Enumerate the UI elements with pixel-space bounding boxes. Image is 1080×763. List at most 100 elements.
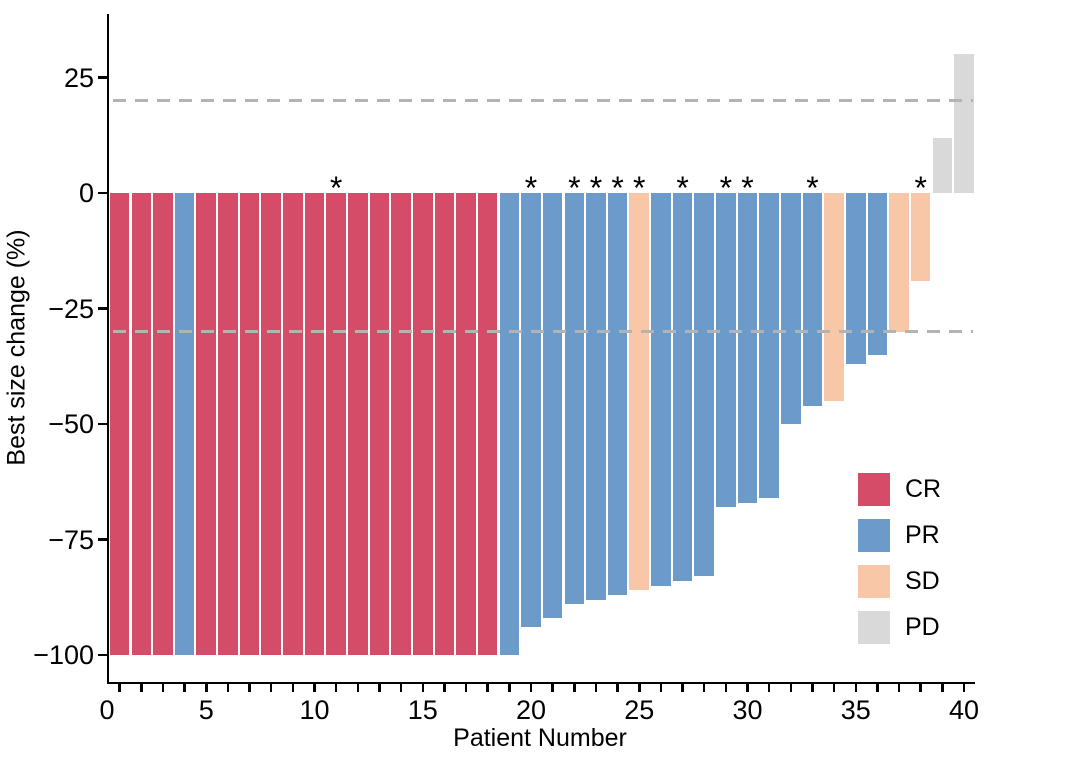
legend-swatch-pr: [858, 518, 890, 552]
legend-swatch-pd: [858, 610, 890, 644]
legend-label-pr: PR: [905, 520, 940, 549]
patient-bar: [412, 193, 433, 655]
patient-bar: [196, 193, 217, 655]
patient-bar: [542, 193, 563, 619]
legend-swatch-cr: [858, 472, 890, 506]
patient-bar: [651, 193, 671, 586]
legend-item-pd: PD: [858, 604, 941, 650]
y-axis-tick-label: −75: [48, 524, 94, 555]
y-axis-tick-label: 25: [63, 62, 94, 93]
significance-star: *: [524, 170, 538, 206]
legend-item-pr: PR: [858, 512, 941, 558]
x-axis-tick: [638, 684, 641, 692]
x-axis-tick: [876, 684, 879, 692]
y-axis-tick: [98, 307, 107, 310]
patient-bar: [326, 193, 346, 655]
patient-bar: [845, 193, 866, 364]
x-axis-tick: [789, 684, 793, 692]
x-axis-tick: [118, 684, 121, 692]
significance-star: *: [568, 170, 581, 206]
x-axis-tick: [962, 684, 966, 692]
y-axis-tick: [98, 422, 107, 426]
x-axis-tick: [811, 684, 814, 692]
patient-bar: [867, 193, 888, 355]
x-axis-tick: [681, 684, 684, 692]
y-axis-tick-label: 0: [78, 178, 94, 208]
patient-bar: [109, 193, 130, 655]
x-axis-tick: [140, 684, 143, 692]
x-axis-tick: [226, 684, 230, 692]
y-axis-title: Best size change (%): [2, 229, 31, 466]
x-axis-tick-label: 0: [99, 695, 115, 725]
x-axis-tick-label: 20: [515, 695, 547, 725]
legend: CR PR SD PD: [858, 466, 941, 650]
x-axis-tick: [854, 684, 857, 692]
x-axis-tick: [659, 684, 663, 692]
x-axis-tick: [594, 684, 598, 692]
plot-area: 25 0 −25 −50 −75 −100 0 5 10 15 20 25 30 35 40 * * * * * * * *…: [33, 14, 979, 725]
patient-bar: [672, 193, 693, 582]
y-axis-tick: [98, 76, 107, 79]
y-axis-tick: [98, 191, 107, 195]
x-axis-tick: [399, 684, 403, 692]
patient-bar: [716, 193, 736, 508]
x-axis-tick: [248, 684, 251, 692]
x-axis-tick: [767, 684, 771, 692]
patient-bar: [369, 193, 390, 655]
x-axis-tick: [919, 684, 922, 692]
x-axis-tick: [702, 684, 706, 692]
patient-bar: [954, 54, 974, 193]
x-axis-tick: [551, 684, 554, 692]
x-axis-tick: [421, 684, 424, 692]
x-axis-tick-label: 5: [198, 695, 214, 725]
y-axis-tick: [98, 538, 107, 541]
x-axis-tick-label: 25: [624, 695, 655, 725]
patient-bar: [348, 193, 368, 655]
x-axis-tick: [832, 684, 836, 692]
x-axis-tick-label: 10: [299, 695, 330, 725]
upper-threshold-line: [113, 99, 973, 103]
legend-swatch-sd: [858, 564, 890, 598]
patient-bar: [586, 193, 606, 600]
significance-star: *: [914, 170, 927, 206]
patient-bar: [391, 193, 411, 655]
x-axis-tick: [291, 684, 295, 692]
significance-star: *: [719, 170, 733, 206]
patient-bar: [824, 193, 844, 401]
significance-star: *: [633, 170, 646, 206]
x-axis-tick: [464, 684, 468, 692]
y-axis-tick-label: −50: [48, 409, 94, 439]
x-axis-tick: [313, 684, 316, 692]
x-axis-tick: [334, 684, 338, 692]
lower-threshold-line: [113, 330, 973, 334]
legend-item-cr: CR: [858, 466, 941, 512]
patient-bar: [239, 193, 260, 655]
patient-bar: [932, 137, 953, 193]
x-axis-tick: [529, 684, 533, 692]
legend-item-sd: SD: [858, 558, 941, 604]
x-axis-tick: [486, 684, 489, 692]
x-axis-tick-label: 15: [407, 695, 438, 725]
patient-bar: [910, 193, 931, 281]
significance-star: *: [329, 170, 343, 206]
patient-bar: [564, 193, 585, 605]
patient-bar: [737, 193, 758, 503]
significance-star: *: [589, 170, 603, 206]
x-axis-tick: [356, 684, 360, 692]
significance-star: *: [806, 170, 819, 206]
significance-star: *: [741, 170, 754, 206]
patient-bar: [521, 193, 541, 628]
patient-bar: [607, 193, 628, 595]
x-axis-tick: [573, 684, 576, 692]
patient-bar: [694, 193, 714, 577]
patient-bar: [889, 193, 909, 332]
patient-bar: [499, 193, 520, 655]
significance-star: *: [611, 170, 624, 206]
patient-bar: [456, 193, 476, 655]
significance-star: *: [676, 170, 689, 206]
legend-label-pd: PD: [905, 612, 940, 641]
patient-bar: [153, 193, 173, 655]
x-axis-tick: [897, 684, 901, 692]
x-axis-tick: [183, 684, 186, 692]
